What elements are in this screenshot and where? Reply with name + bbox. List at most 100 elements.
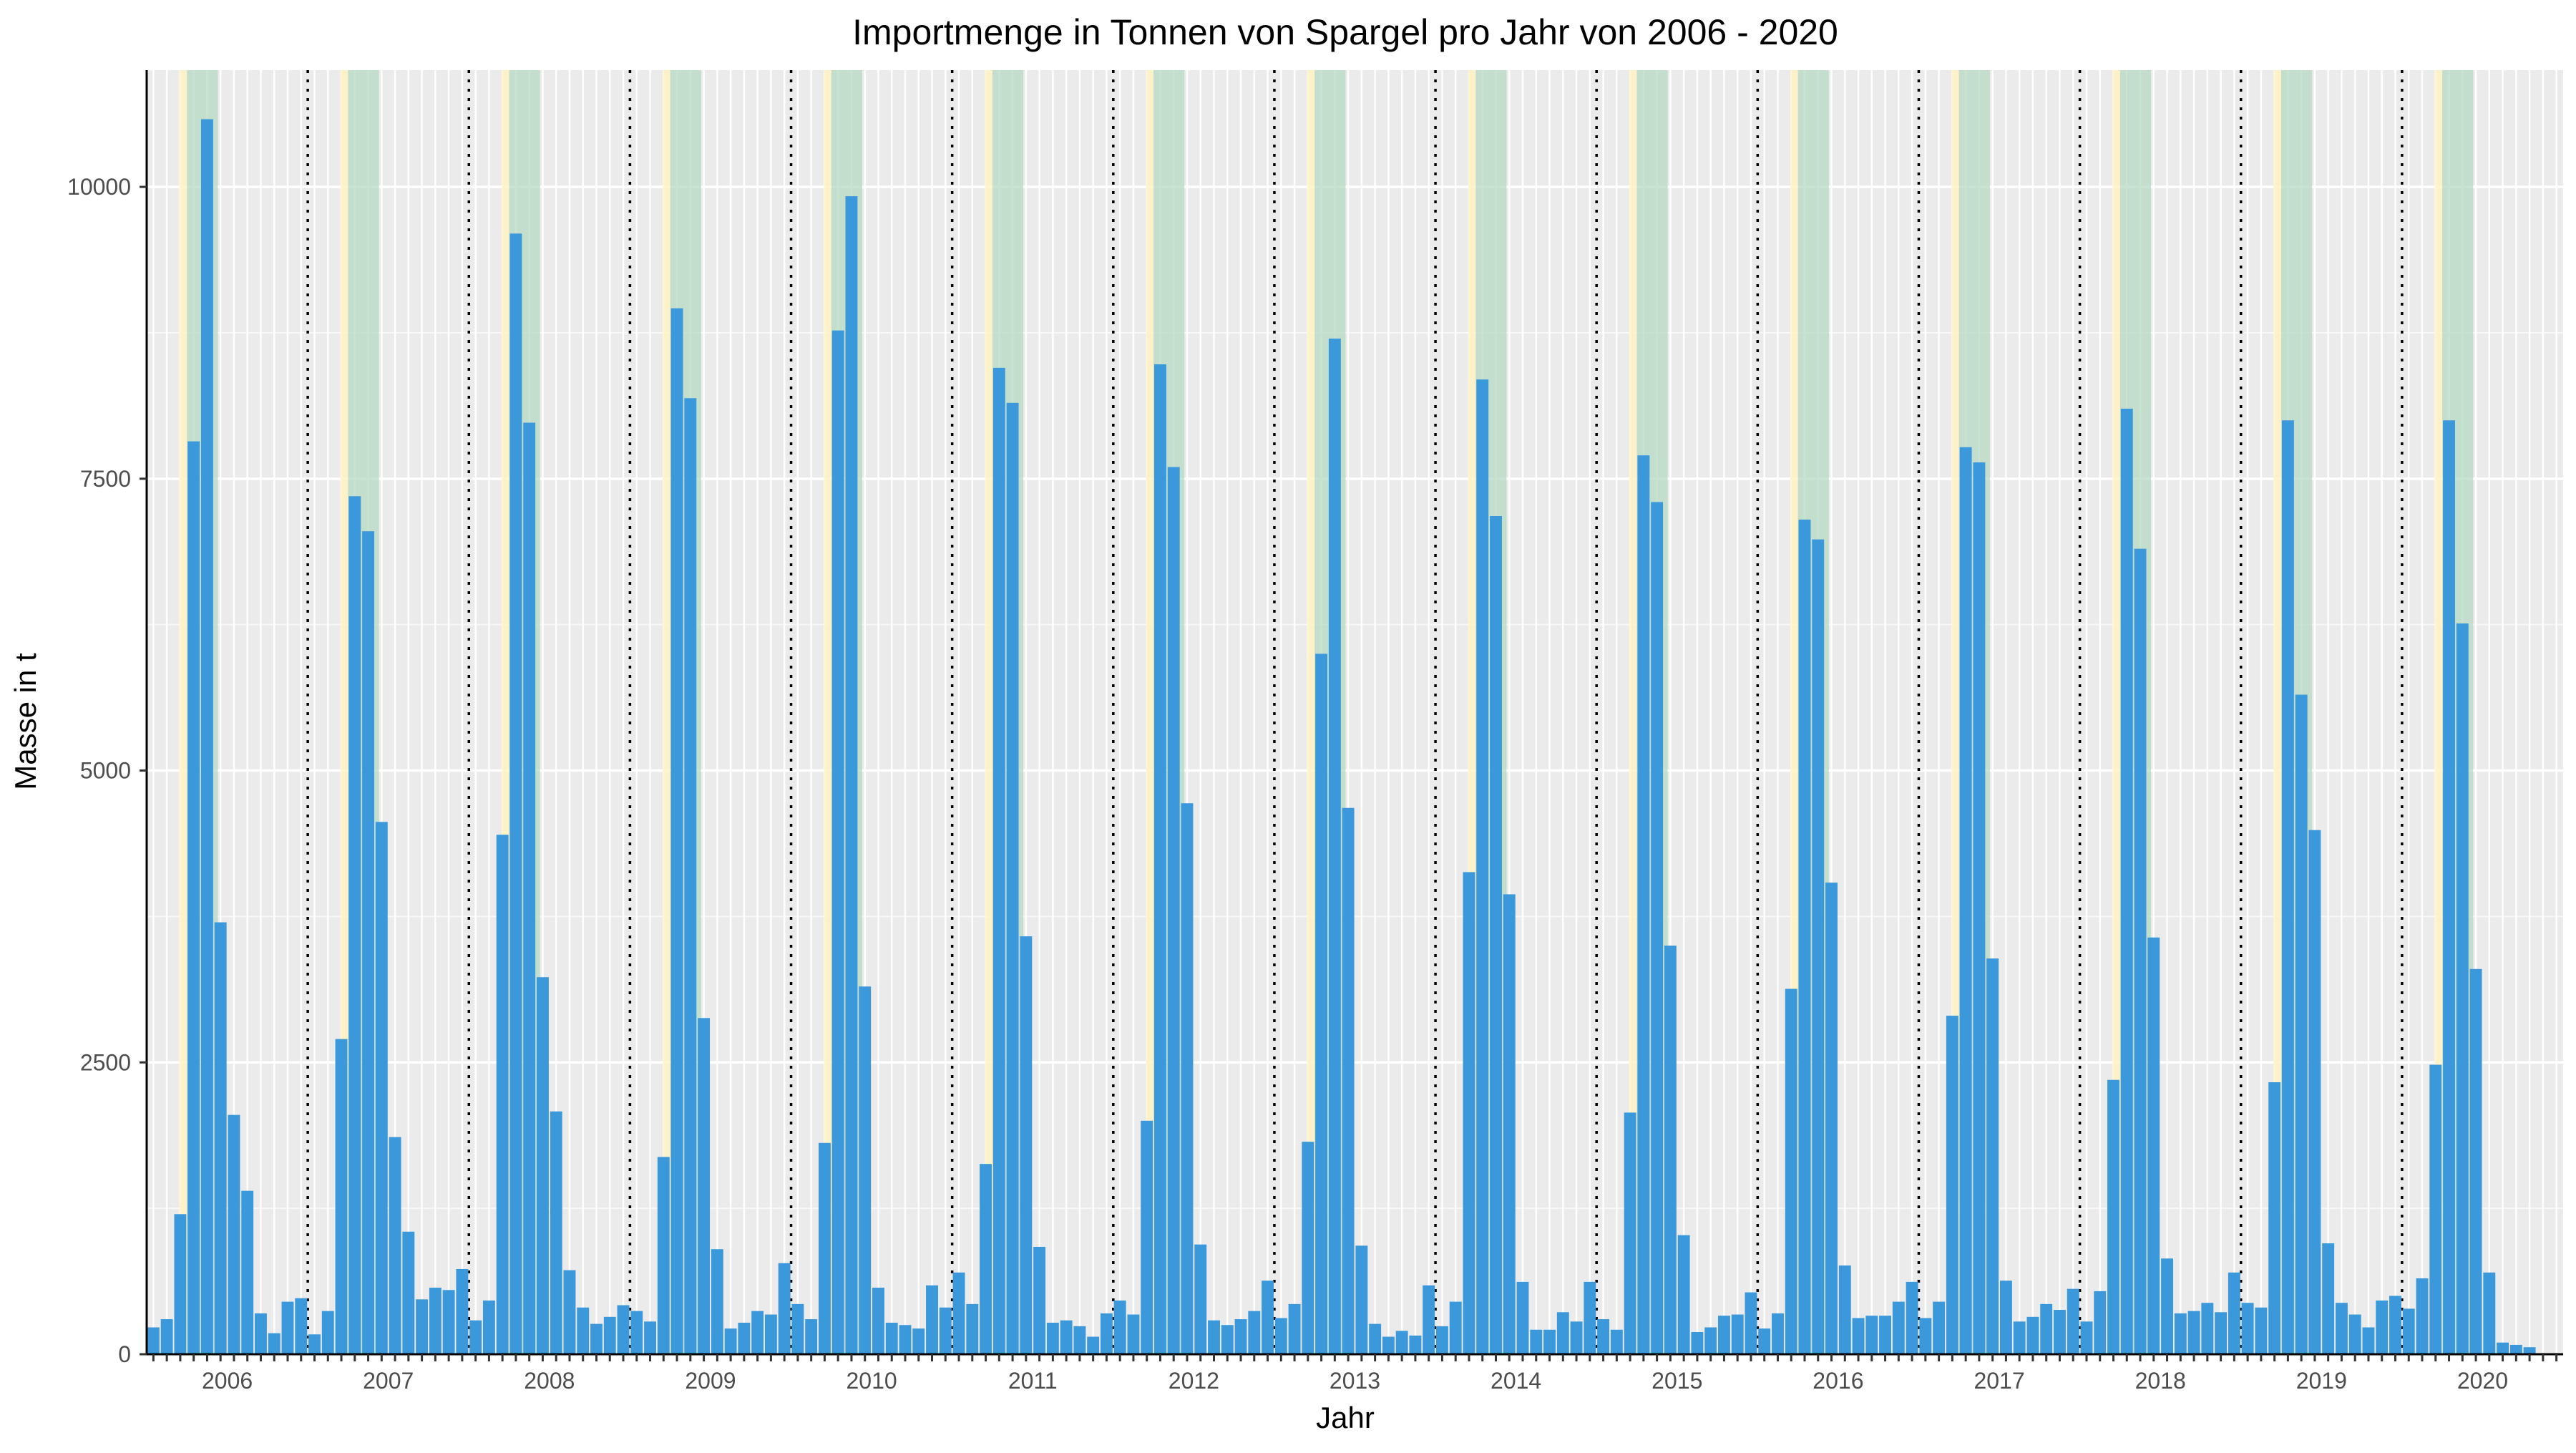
- bar: [1463, 872, 1475, 1354]
- season-early-band: [341, 70, 348, 1354]
- bar: [402, 1231, 415, 1354]
- x-tick-label: 2017: [1974, 1368, 2024, 1394]
- bar: [2040, 1303, 2053, 1354]
- bar: [2174, 1313, 2187, 1354]
- bars: [147, 119, 2536, 1355]
- bar: [980, 1164, 992, 1354]
- bar: [2268, 1082, 2281, 1354]
- bar: [2389, 1296, 2401, 1354]
- bar: [2416, 1278, 2429, 1354]
- x-tick-label: 2009: [685, 1368, 736, 1394]
- bar: [1772, 1313, 1784, 1354]
- bar: [1785, 988, 1797, 1354]
- bar: [1999, 1281, 2012, 1354]
- season-early-band: [824, 70, 831, 1354]
- bar: [1409, 1335, 1422, 1354]
- bar: [2376, 1300, 2389, 1354]
- bar: [791, 1303, 804, 1354]
- bar: [1946, 1016, 1958, 1354]
- bar: [442, 1290, 455, 1354]
- bar: [241, 1190, 254, 1354]
- bar: [335, 1039, 348, 1354]
- bar: [1033, 1246, 1046, 1354]
- season-early-band: [1146, 70, 1154, 1354]
- bar: [550, 1111, 562, 1354]
- season-early-band: [2273, 70, 2282, 1354]
- bar: [1248, 1311, 1261, 1354]
- bar: [2187, 1311, 2200, 1354]
- bar: [1382, 1336, 1395, 1354]
- bar: [939, 1307, 952, 1354]
- bar: [2295, 694, 2308, 1354]
- bar: [1959, 447, 1972, 1354]
- bar: [200, 119, 213, 1355]
- bar: [2013, 1321, 2026, 1354]
- x-tick-label: 2013: [1330, 1368, 1380, 1394]
- bar: [764, 1314, 777, 1354]
- bar: [1423, 1285, 1435, 1354]
- bar: [577, 1307, 590, 1354]
- bar: [992, 367, 1005, 1354]
- x-tick-label: 2014: [1491, 1368, 1541, 1394]
- bar: [738, 1322, 751, 1354]
- bar: [1798, 519, 1811, 1354]
- bar: [537, 977, 549, 1354]
- year-separators: [306, 70, 2404, 1354]
- bar: [1986, 958, 1999, 1354]
- bar: [2147, 937, 2160, 1354]
- bar: [2026, 1316, 2039, 1354]
- bar: [1919, 1318, 1932, 1354]
- bar: [845, 196, 858, 1354]
- bar: [1490, 516, 1502, 1354]
- bar: [859, 986, 872, 1354]
- bar: [523, 422, 536, 1354]
- bar: [2241, 1303, 2254, 1354]
- bar: [1436, 1326, 1448, 1354]
- bar: [1584, 1281, 1596, 1354]
- bar: [496, 835, 509, 1354]
- bar: [1717, 1316, 1730, 1354]
- season-early-band: [1468, 70, 1476, 1354]
- bar: [630, 1311, 643, 1354]
- season-early-band: [2434, 70, 2443, 1354]
- bar: [1087, 1336, 1100, 1354]
- bar: [1556, 1312, 1569, 1354]
- x-tick-label: 2018: [2135, 1368, 2186, 1394]
- bar: [187, 441, 200, 1354]
- bar: [375, 822, 388, 1354]
- bar: [2443, 420, 2455, 1354]
- season-early-band: [1307, 70, 1315, 1354]
- bar: [1355, 1245, 1368, 1354]
- bar: [1704, 1327, 1717, 1354]
- x-tick-labels: 2006 2007 2008 2009 2010 2011 2012 2013 2014 2015…: [202, 1368, 2508, 1394]
- bar: [1624, 1112, 1636, 1354]
- bar: [2469, 968, 2482, 1354]
- bar: [818, 1142, 831, 1354]
- x-tick-label: 2008: [524, 1368, 575, 1394]
- bar: [1395, 1331, 1408, 1354]
- bar: [1677, 1235, 1690, 1354]
- season-early-band: [1951, 70, 1959, 1354]
- bar: [1838, 1265, 1851, 1354]
- bar: [509, 233, 522, 1354]
- bar: [670, 308, 683, 1354]
- bar: [2322, 1243, 2335, 1354]
- bar: [2094, 1291, 2107, 1354]
- bar: [831, 330, 844, 1354]
- bar: [1530, 1329, 1543, 1354]
- bar: [308, 1334, 321, 1354]
- bar: [1745, 1292, 1757, 1354]
- bar: [1369, 1323, 1382, 1354]
- bar: [281, 1301, 294, 1354]
- bar: [2107, 1079, 2119, 1354]
- bar: [2483, 1272, 2496, 1354]
- bar: [2161, 1258, 2173, 1354]
- bar: [1516, 1281, 1529, 1354]
- bar: [657, 1157, 670, 1354]
- season-early-band: [2112, 70, 2120, 1354]
- bar: [1973, 462, 1986, 1354]
- bar: [1006, 402, 1019, 1354]
- chart-title: Importmenge in Tonnen von Spargel pro Ja…: [852, 12, 1838, 52]
